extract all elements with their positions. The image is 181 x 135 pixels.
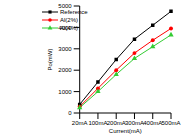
svg-text:500mA: 500mA — [161, 120, 173, 126]
svg-text:Po(mW): Po(mW) — [47, 49, 53, 71]
svg-text:3000: 3000 — [58, 46, 72, 52]
svg-text:200mA: 200mA — [107, 120, 126, 126]
svg-text:300mA: 300mA — [125, 120, 144, 126]
svg-text:20mA: 20mA — [72, 120, 88, 126]
svg-text:2000: 2000 — [58, 67, 72, 73]
svg-text:5000: 5000 — [58, 3, 72, 9]
svg-text:0: 0 — [68, 110, 72, 116]
svg-text:1000: 1000 — [58, 89, 72, 95]
svg-text:400mA: 400mA — [143, 120, 162, 126]
svg-text:Current(mA): Current(mA) — [109, 128, 142, 134]
svg-text:100mA: 100mA — [88, 120, 107, 126]
svg-text:4000: 4000 — [58, 25, 72, 31]
